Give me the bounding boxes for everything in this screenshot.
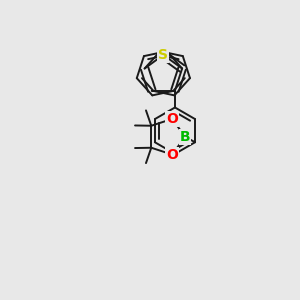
Text: B: B	[180, 130, 190, 144]
Text: O: O	[166, 148, 178, 162]
Text: S: S	[158, 48, 168, 62]
Text: O: O	[166, 112, 178, 126]
